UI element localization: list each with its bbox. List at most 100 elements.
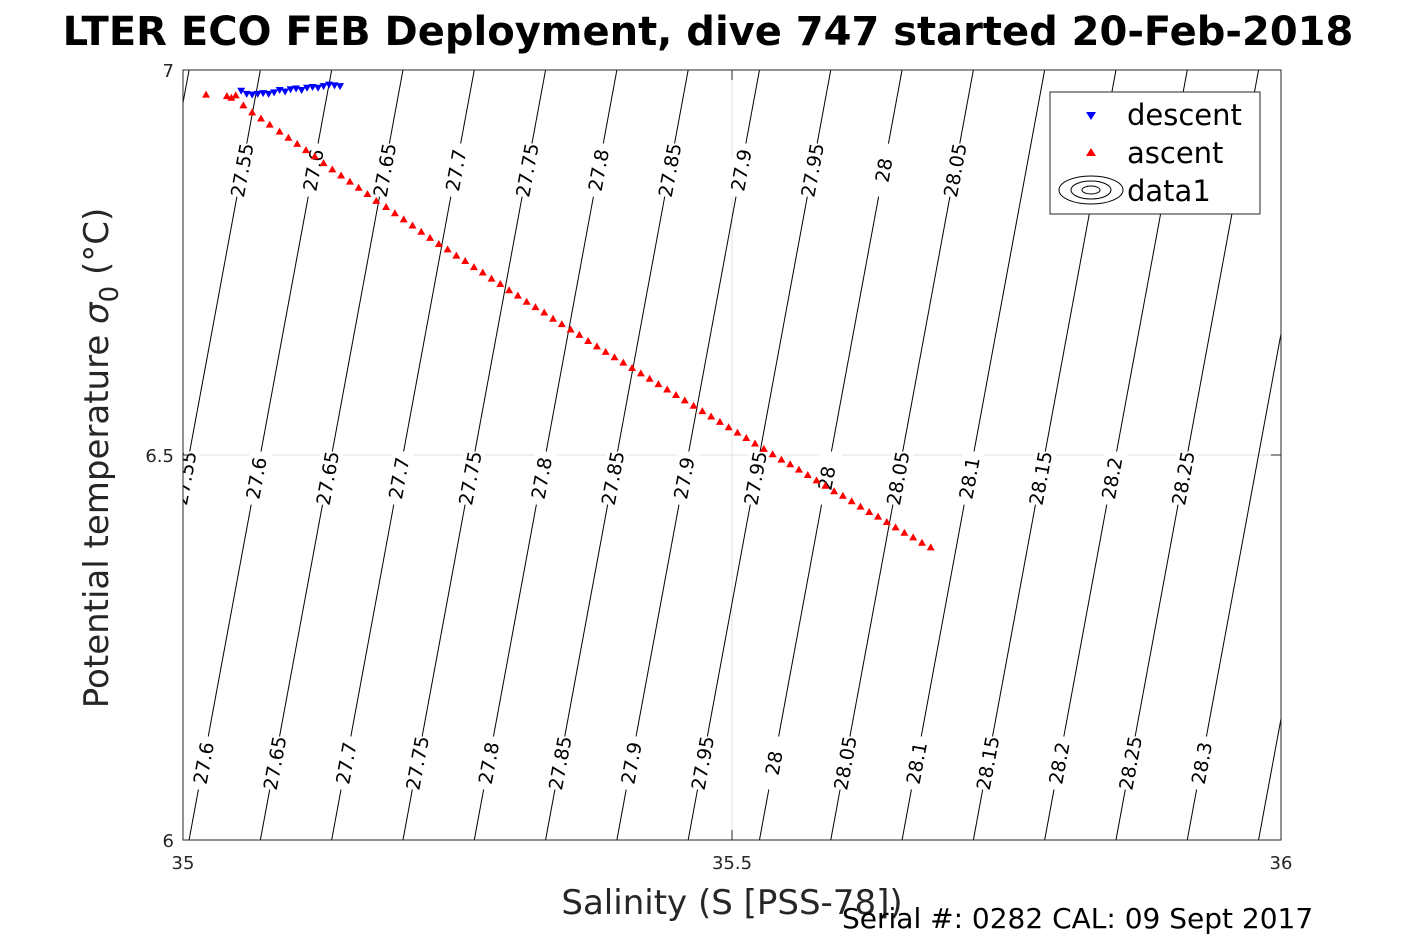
ascent-point — [372, 196, 381, 204]
legend-box — [1049, 91, 1261, 215]
isopycnal-label-gap — [330, 734, 362, 792]
isopycnal-label: 27.5 — [157, 147, 186, 193]
ascent-point — [293, 139, 302, 147]
isopycnal-label-gap — [226, 141, 258, 199]
y-axis-label-main: Potential temperature — [77, 324, 117, 708]
isopycnal-label: 28 — [762, 749, 788, 777]
x-tick-label: 35.5 — [712, 853, 752, 874]
ascent-point — [917, 538, 926, 546]
descent-point — [242, 90, 251, 98]
legend-ascent-label: ascent — [1127, 136, 1223, 170]
isopycnal-label-gap — [882, 449, 914, 507]
ascent-point — [363, 189, 372, 197]
isopycnal-label-group: 27.7 — [382, 449, 415, 507]
x-axis-ticks: 35 35.5 36 — [172, 70, 1293, 874]
isopycnal-label-gap — [829, 734, 861, 792]
legend-data1-contour-icon — [1058, 175, 1124, 205]
isopycnal-label-gap — [1043, 734, 1075, 792]
ascent-point — [882, 517, 891, 525]
legend-descent-marker — [1086, 112, 1096, 120]
descent-point — [281, 88, 290, 96]
ascent-point — [926, 543, 935, 551]
ascent-point — [227, 93, 236, 101]
isopycnal-label-gap — [796, 141, 828, 199]
ascent-point — [452, 251, 461, 259]
ascent-point — [628, 363, 637, 371]
ascent-point — [575, 330, 584, 338]
isopycnal-label-gap — [668, 449, 700, 507]
ascent-point — [698, 407, 707, 415]
isopycnal-label-gap — [183, 449, 201, 507]
isopycnal-label-gap — [725, 141, 757, 199]
ascent-point — [487, 274, 496, 282]
ascent-point — [821, 481, 830, 489]
isopycnal-label-group: 27.45 — [83, 141, 116, 199]
ascent-point — [619, 358, 628, 366]
y-tick-label: 7 — [163, 61, 174, 82]
isopycnal-label-gap — [401, 734, 433, 792]
ascent-point — [909, 533, 918, 541]
descent-point — [314, 84, 323, 92]
legend-ascent-marker — [1086, 148, 1096, 156]
ascent-point — [265, 120, 274, 128]
ascent-point — [337, 171, 346, 179]
ascent-point — [856, 502, 865, 510]
isopycnal-label-gap — [653, 141, 686, 199]
x-tick-label: 36 — [1270, 853, 1293, 874]
legend-data1-label: data1 — [1127, 174, 1211, 208]
isopycnal-label: 27.55 — [117, 734, 149, 792]
isopycnal-label-group: 27.65 — [368, 141, 401, 199]
ascent-point — [549, 314, 558, 322]
isopycnal-label-gap — [454, 449, 486, 507]
isopycnal-label-gap — [511, 141, 543, 199]
ascent-point — [202, 90, 211, 98]
y-axis-ticks: 66.57 — [145, 61, 1281, 852]
ascent-point — [513, 291, 522, 299]
grid-lines — [183, 70, 1281, 840]
ascent-point — [443, 245, 452, 253]
ascent-point — [777, 455, 786, 463]
descent-point — [286, 86, 295, 94]
ascent-point — [680, 396, 689, 404]
ascent-point — [636, 369, 645, 377]
isopycnal-label-gap — [1095, 449, 1128, 507]
ascent-point — [803, 471, 812, 479]
isopycnal-label-group: 28.2 — [1043, 734, 1075, 792]
isopycnal-label-gap — [757, 734, 790, 792]
ascent-point — [768, 450, 777, 458]
ascent-point — [663, 385, 672, 393]
ascent-point — [382, 203, 391, 211]
descent-point — [319, 83, 328, 91]
descent-point — [259, 90, 268, 98]
ascent-point — [759, 444, 768, 452]
isopycnal-label-gap — [368, 141, 401, 199]
ascent-point — [239, 101, 248, 109]
ascent-point — [742, 434, 751, 442]
isopycnal-label-gap — [525, 449, 558, 507]
descent-point — [253, 90, 262, 98]
ascent-point — [584, 337, 593, 345]
ascent-point — [891, 523, 900, 531]
ascent-point — [531, 303, 540, 311]
ascent-point — [354, 183, 363, 191]
ascent-point — [838, 491, 847, 499]
ascent-point — [522, 297, 531, 305]
ascent-point — [672, 390, 681, 398]
y-tick-label: 6.5 — [145, 446, 174, 467]
ascent-point — [654, 380, 663, 388]
isopycnal-label-gap — [1024, 449, 1057, 507]
y-axis-label-sigma: σ — [77, 301, 117, 324]
ascent-point — [830, 487, 839, 495]
isopycnal-label-gap — [1167, 449, 1199, 507]
y-axis-label: Potential temperature σ0 (°C) — [77, 208, 125, 708]
ascent-point — [284, 133, 293, 141]
isopycnal-label-gap — [900, 734, 933, 792]
ascent-point — [275, 127, 284, 135]
descent-point — [270, 89, 279, 97]
isopycnal-label-group: 28 — [757, 734, 790, 792]
isopycnal-label-gap — [739, 449, 771, 507]
x-tick-label: 35 — [172, 853, 195, 874]
chart-title: LTER ECO FEB Deployment, dive 747 starte… — [63, 9, 1354, 55]
x-axis-label: Salinity (S [PSS-78]) — [561, 883, 902, 923]
